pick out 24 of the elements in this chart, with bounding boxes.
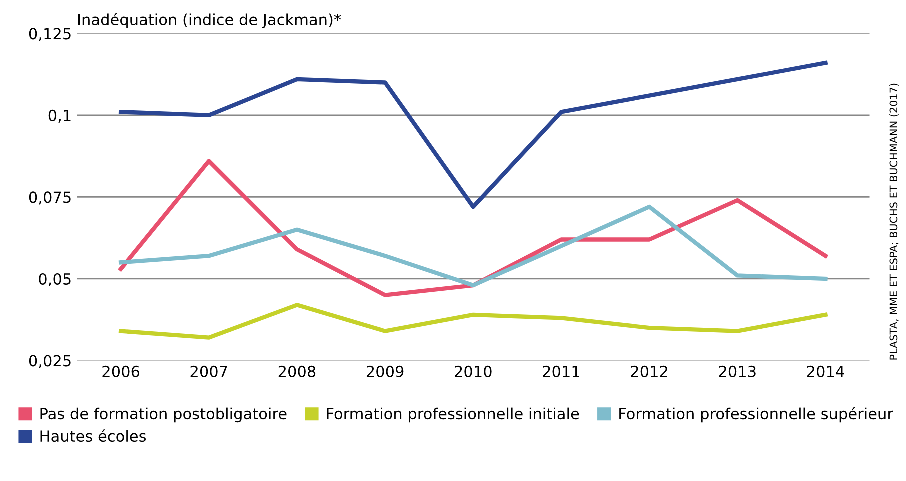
legend-label: Formation professionnelle supérieur — [620, 407, 894, 423]
y-tick-label: 0,05 — [39, 273, 71, 287]
text: PLASTA, MME ET ESPA; BUCHS ET BUCHMANN (2017) — [890, 84, 899, 360]
x-tick-label: 2014 — [807, 366, 844, 378]
line-series — [118, 303, 828, 340]
x-tick-label: 2009 — [366, 366, 404, 378]
x-tick-label: 2012 — [631, 366, 668, 378]
line-series — [118, 61, 828, 210]
legend-label: Hautes écoles — [40, 430, 146, 442]
legend-label: Formation professionnelle initiale — [327, 408, 580, 423]
x-tick-label: 2013 — [719, 366, 756, 378]
legend-label: Pas de formation postobligatoire — [40, 408, 287, 423]
x-tick-label: 2011 — [543, 366, 580, 378]
y-tick-label: 0,025 — [29, 355, 71, 368]
line-series — [118, 204, 828, 288]
line-series — [118, 159, 828, 298]
chart-title: Inadéquation (indice de Jackman)* — [78, 13, 342, 29]
y-tick-label: 0,1 — [48, 110, 71, 124]
y-tick-label: 0,125 — [29, 28, 71, 42]
x-tick-label: 2008 — [278, 366, 316, 378]
x-tick-label: 2010 — [455, 366, 492, 378]
x-tick-label: 2006 — [102, 366, 140, 378]
x-tick-label: 2007 — [190, 366, 228, 378]
y-tick-label: 0,075 — [29, 192, 71, 205]
